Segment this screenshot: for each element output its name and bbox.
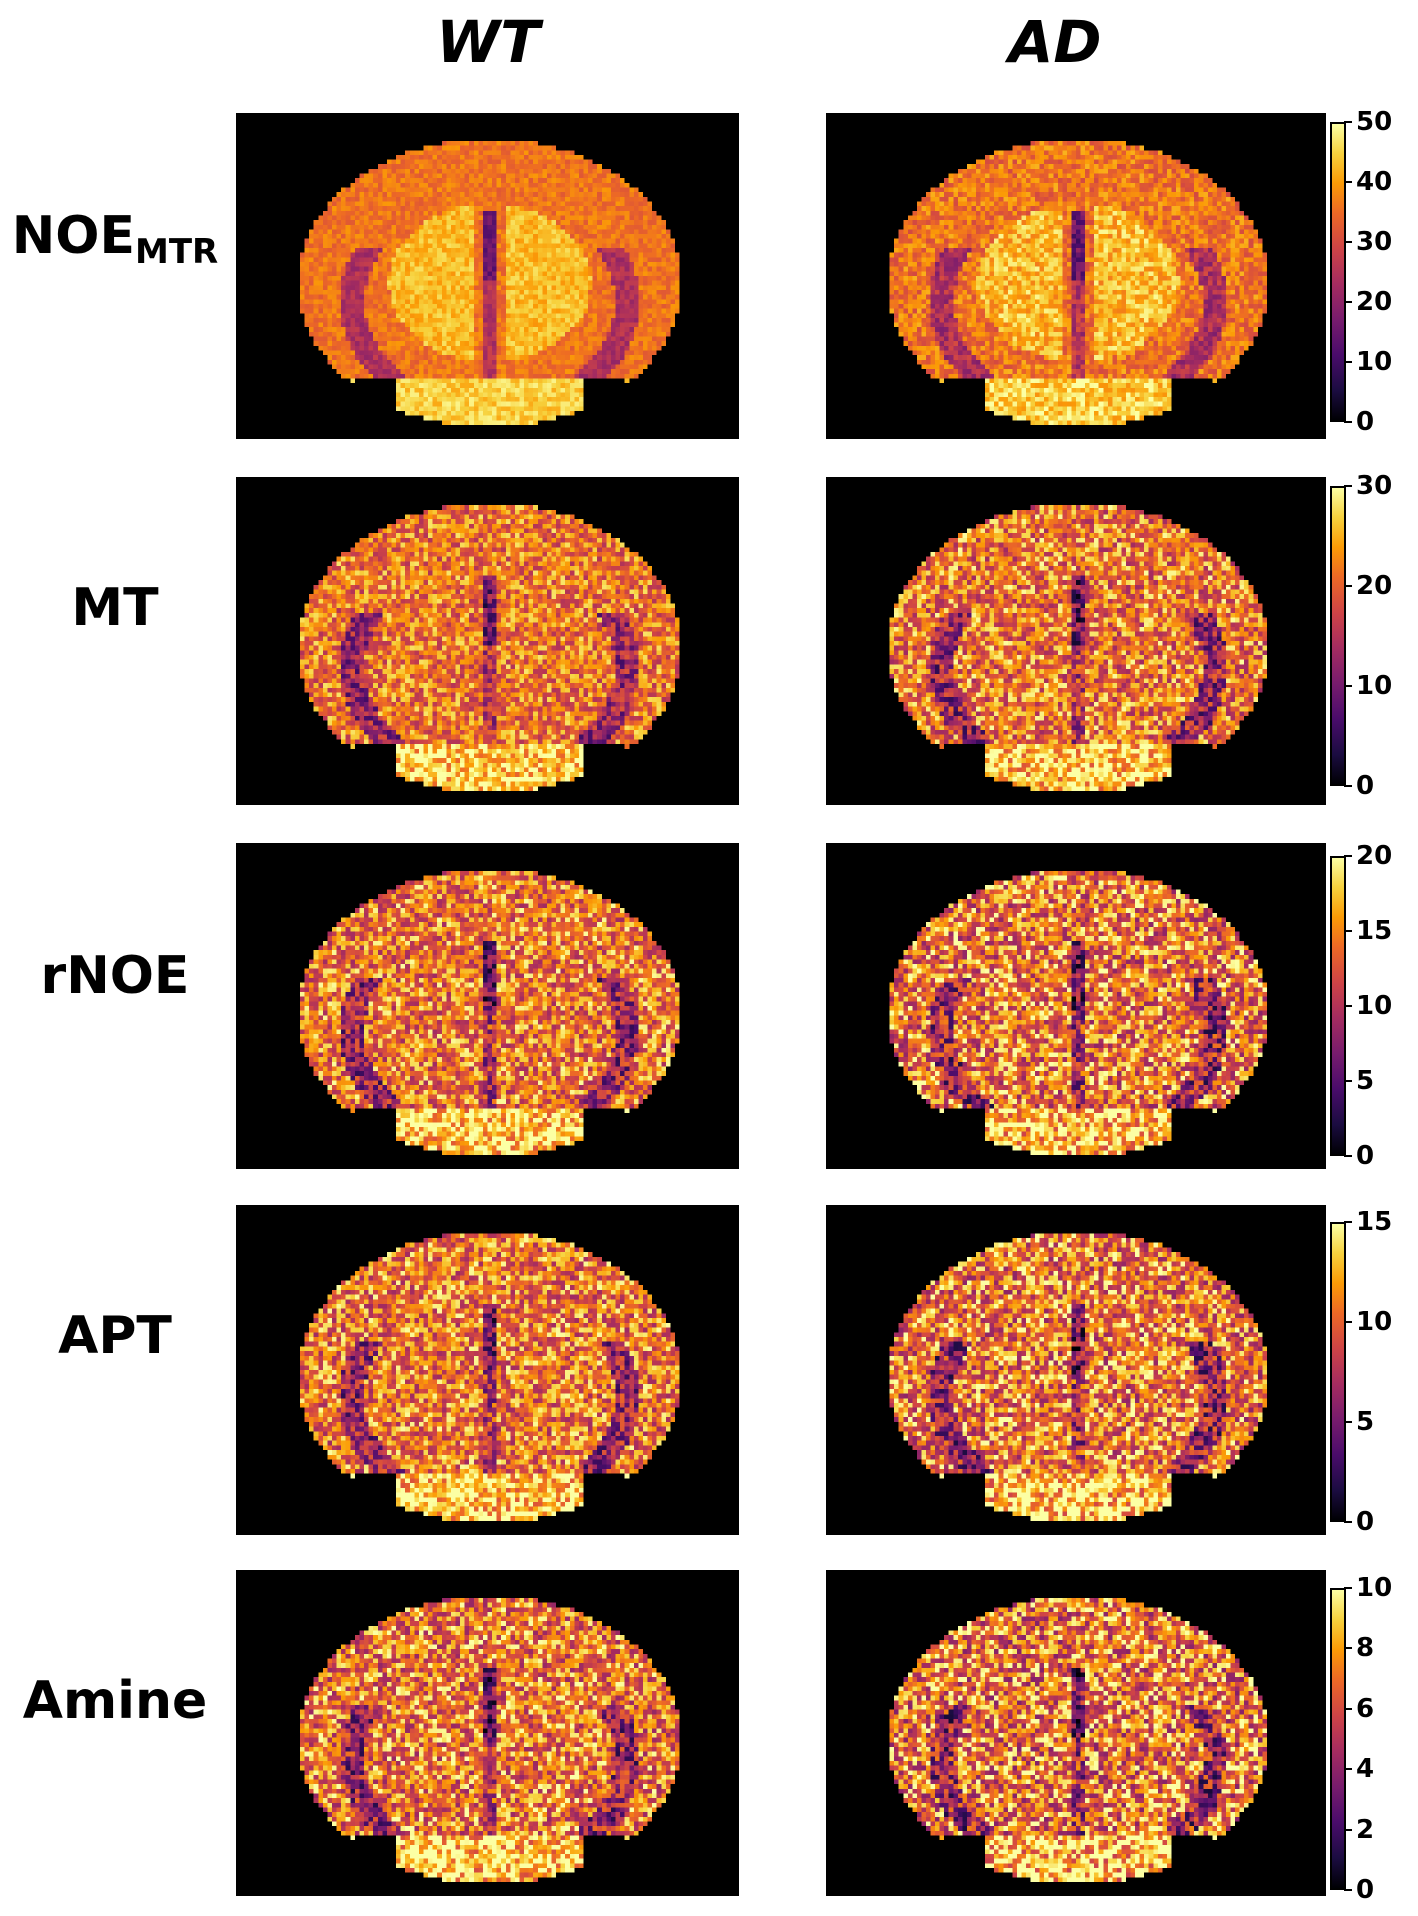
colorbar-tick xyxy=(1344,121,1352,123)
colorbar-tick-label: 40 xyxy=(1356,167,1393,197)
row-label-text: MT xyxy=(71,578,159,638)
brain-map-canvas xyxy=(236,477,739,805)
colorbar-tick-label: 0 xyxy=(1356,407,1375,437)
colorbar-tick-label: 20 xyxy=(1356,571,1393,601)
brain-map-ad-0 xyxy=(826,113,1326,439)
colorbar-tick xyxy=(1344,785,1352,787)
colorbar-tick xyxy=(1344,241,1352,243)
brain-map-wt-0 xyxy=(236,113,739,439)
row-label-text: NOE xyxy=(11,206,136,266)
colorbar-tick-label: 20 xyxy=(1356,841,1393,871)
brain-map-ad-3 xyxy=(826,1205,1326,1535)
brain-map-ad-2 xyxy=(826,843,1326,1169)
colorbar-tick-label: 30 xyxy=(1356,471,1393,501)
colorbar-tick-label: 10 xyxy=(1356,991,1393,1021)
colorbar-tick-label: 15 xyxy=(1356,916,1393,946)
row-label-subscript: MTR xyxy=(135,232,219,272)
brain-map-canvas xyxy=(826,477,1326,805)
row-label-4: Amine xyxy=(0,1671,230,1731)
colorbar-tick-label: 0 xyxy=(1356,1875,1375,1905)
row-label-0: NOEMTR xyxy=(0,206,230,272)
row-label-text: Amine xyxy=(22,1671,208,1731)
brain-map-ad-1 xyxy=(826,477,1326,805)
colorbar-tick xyxy=(1344,585,1352,587)
brain-map-canvas xyxy=(826,843,1326,1169)
colorbar-tick xyxy=(1344,1005,1352,1007)
colorbar-4 xyxy=(1330,1588,1346,1890)
colorbar-tick-label: 10 xyxy=(1356,671,1393,701)
colorbar-tick xyxy=(1344,1647,1352,1650)
colorbar-tick-label: 0 xyxy=(1356,1141,1375,1171)
brain-map-canvas xyxy=(236,113,739,439)
colorbar-tick xyxy=(1344,485,1352,487)
brain-map-canvas xyxy=(826,1570,1326,1896)
colorbar-tick xyxy=(1344,181,1352,183)
brain-map-canvas xyxy=(826,1205,1326,1535)
colorbar-tick-label: 4 xyxy=(1356,1754,1375,1785)
row-label-2: rNOE xyxy=(0,946,230,1006)
row-label-3: APT xyxy=(0,1306,230,1366)
colorbar-0 xyxy=(1330,122,1346,422)
brain-map-ad-4 xyxy=(826,1570,1326,1896)
colorbar-tick xyxy=(1344,1221,1352,1223)
colorbar-tick xyxy=(1344,1421,1352,1423)
colorbar-tick xyxy=(1344,1707,1352,1710)
colorbar-tick xyxy=(1344,301,1352,303)
brain-map-canvas xyxy=(826,113,1326,439)
colorbar-tick xyxy=(1344,1768,1352,1771)
colorbar-tick-label: 6 xyxy=(1356,1693,1375,1724)
colorbar-tick-label: 10 xyxy=(1356,1573,1393,1603)
colorbar-tick-label: 8 xyxy=(1356,1633,1375,1664)
colorbar-3 xyxy=(1330,1222,1346,1522)
colorbar-tick-label: 0 xyxy=(1356,1507,1375,1537)
brain-map-canvas xyxy=(236,1570,739,1896)
colorbar-tick-label: 2 xyxy=(1356,1814,1375,1845)
colorbar-tick xyxy=(1344,1521,1352,1523)
colorbar-tick xyxy=(1344,930,1352,932)
colorbar-tick xyxy=(1344,685,1352,687)
column-header-ad: AD xyxy=(1008,8,1102,76)
brain-map-wt-3 xyxy=(236,1205,739,1535)
brain-map-wt-1 xyxy=(236,477,739,805)
row-label-text: APT xyxy=(58,1306,172,1366)
brain-map-canvas xyxy=(236,1205,739,1535)
colorbar-tick xyxy=(1344,361,1352,363)
colorbar-tick-label: 20 xyxy=(1356,287,1393,317)
brain-map-wt-4 xyxy=(236,1570,739,1896)
colorbar-tick-label: 30 xyxy=(1356,227,1393,257)
colorbar-tick-label: 5 xyxy=(1356,1066,1375,1096)
brain-map-wt-2 xyxy=(236,843,739,1169)
colorbar-tick-label: 0 xyxy=(1356,771,1375,801)
colorbar-tick xyxy=(1344,1587,1352,1589)
colorbar-tick xyxy=(1344,855,1352,857)
colorbar-tick-label: 10 xyxy=(1356,1307,1393,1337)
colorbar-tick xyxy=(1344,1155,1352,1157)
colorbar-tick xyxy=(1344,421,1352,423)
colorbar-1 xyxy=(1330,486,1346,786)
row-label-1: MT xyxy=(0,578,230,638)
colorbar-tick xyxy=(1344,1080,1352,1082)
brain-map-canvas xyxy=(236,843,739,1169)
colorbar-tick-label: 5 xyxy=(1356,1407,1375,1437)
colorbar-tick xyxy=(1344,1828,1352,1831)
colorbar-tick-label: 50 xyxy=(1356,107,1393,137)
colorbar-tick xyxy=(1344,1321,1352,1323)
colorbar-tick-label: 10 xyxy=(1356,347,1393,377)
colorbar-tick-label: 15 xyxy=(1356,1207,1393,1237)
column-header-wt: WT xyxy=(436,8,540,76)
row-label-text: rNOE xyxy=(40,946,190,1006)
colorbar-tick xyxy=(1344,1889,1352,1891)
